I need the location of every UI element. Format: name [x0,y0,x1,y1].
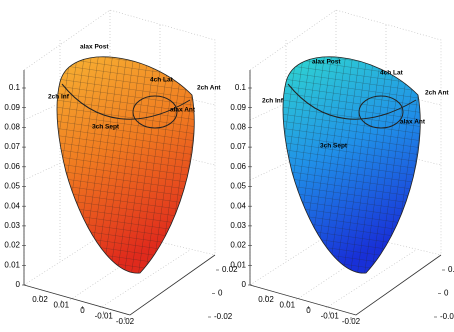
z-tick-label: 0.03 [230,221,246,230]
x-tick-label: -0.01 [321,312,340,321]
z-tick-label: 0.05 [230,182,246,191]
z-tick-label: 0.07 [230,142,246,151]
x-tick-label: -0.02 [342,317,361,326]
annotation: alax Ant [400,119,426,126]
annotation: 4ch Lat [150,77,174,84]
x-tick-label: 0.01 [53,301,69,310]
x-tick-label: 0 [306,306,311,315]
z-tick-label: 0.06 [4,162,20,171]
z-tick-label: 0.08 [230,123,246,132]
x-tick-label: 0 [80,306,85,315]
annotation: 3ch Sept [320,143,348,150]
axis-line [249,70,442,316]
z-tick-label: 0.04 [230,201,246,210]
rim [61,83,191,120]
annotation: 3ch Sept [92,124,120,131]
x-tick-label: 0.02 [32,295,48,304]
annotation: alax Post [312,59,341,66]
z-tick-label: 0.02 [4,241,20,250]
y-tick-label: 0.02 [222,265,238,274]
z-tick-label: 0.1 [235,83,247,92]
rim [287,83,417,120]
z-tick-label: 0.1 [9,83,21,92]
annotation: 2ch Ant [425,90,449,97]
z-tick-label: 0.09 [230,103,246,112]
y-tick-label: 0.02 [448,265,454,274]
y-tick-label: -0.02 [214,312,233,321]
z-tick-label: 0 [16,280,21,289]
x-tick-label: 0.02 [258,295,274,304]
surface-mesh [283,56,421,274]
annotation: 2ch Inf [262,98,284,105]
surface-mesh [57,56,195,274]
y-tick-label: -0.02 [440,312,454,321]
z-tick-label: 0.05 [4,182,20,191]
surface-edge [56,56,195,274]
plot: 0 0.01 0.02 0.03 0.04 0.05 0.06 0.07 0.08 0.09 0.1… [230,9,454,326]
z-tick-label: 0.02 [230,241,246,250]
z-tick-label: 0.01 [4,260,20,269]
plot: 0 0.01 0.02 0.03 0.04 0.05 0.06 0.07 0.08 0.09 0.1… [4,9,238,326]
z-tick-label: 0.01 [230,260,246,269]
z-tick-label: 0.07 [4,142,20,151]
x-tick-label: -0.02 [116,317,135,326]
x-tick-label: 0.01 [279,301,295,310]
axis-line [23,70,216,316]
y-tick-label: 0 [218,289,223,298]
z-tick-label: 0.03 [4,221,20,230]
z-tick-label: 0.06 [230,162,246,171]
annotation: 2ch Inf [48,94,70,101]
opening [132,95,178,129]
annotation: 2ch Ant [197,85,221,92]
z-tick-label: 0.08 [4,123,20,132]
surface-edge [282,56,421,274]
z-tick-label: 0.04 [4,201,20,210]
x-tick-label: -0.01 [95,312,114,321]
annotation: 4ch Lat [380,70,404,77]
z-tick-label: 0 [242,280,247,289]
z-tick-label: 0.09 [4,103,20,112]
opening [358,95,404,129]
annotation: alax Ant [170,107,196,114]
annotation: alax Post [80,44,109,51]
y-tick-label: 0 [444,289,449,298]
